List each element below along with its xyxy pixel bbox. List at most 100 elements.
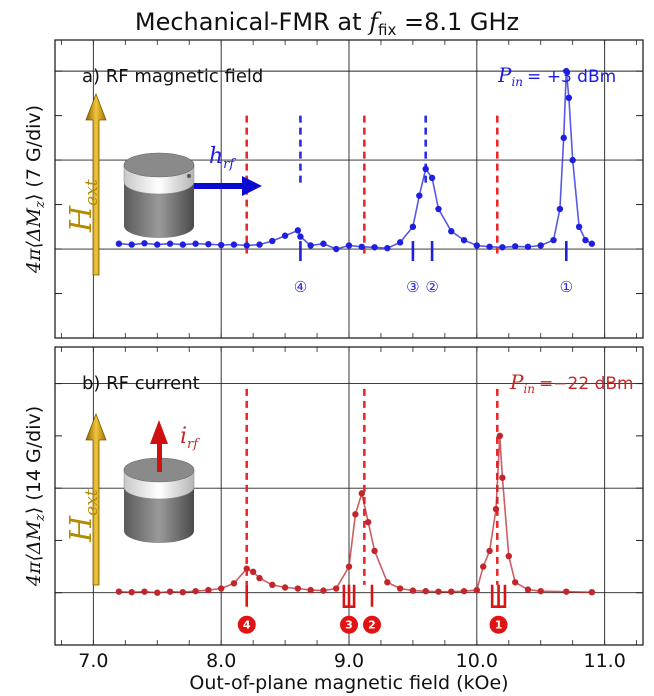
panel-b-data-point <box>231 580 237 586</box>
title-pre: Mechanical-FMR at <box>135 8 369 36</box>
panel-b-data-point <box>538 588 544 594</box>
panel-b-mode-label: 4 <box>243 619 251 632</box>
panel-a-power-value: = +3 dBm <box>527 67 616 87</box>
panel-a-data-point <box>550 237 556 243</box>
panel-a-data-point <box>116 241 122 247</box>
panel-a-data-point <box>589 241 595 247</box>
x-tick-labels: 7.0 8.0 9.0 10.0 11.0 <box>78 650 626 672</box>
panel-a-data-point <box>461 237 467 243</box>
panel-a-data-point <box>486 244 492 250</box>
hrf-arrow-head-icon <box>242 176 262 196</box>
panel-a-data-point <box>320 241 326 247</box>
panel-a-data-point <box>499 244 505 250</box>
panel-a-data-point <box>397 239 403 245</box>
panel-b-data-point <box>474 587 480 593</box>
panel-b-data-point <box>506 553 512 559</box>
panel-a-ylabel-sub: z <box>33 201 48 209</box>
panel-b-data-point <box>499 475 505 481</box>
panel-b-data-point <box>371 548 377 554</box>
panel-a-data-point <box>557 206 563 212</box>
panel-a-data-point <box>218 242 224 248</box>
hext-b-sub: ext <box>82 489 102 516</box>
panel-b-data-point <box>435 588 441 594</box>
panel-a-data-point <box>582 237 588 243</box>
panel-a-ylabel-post: ⟩ (7 G/div) <box>23 105 45 201</box>
panel-b-ylabel-pre: 4π⟨ΔM <box>23 520 45 587</box>
panel-a-mode-label: ② <box>425 278 438 296</box>
panel-b-power-value: =−22 dBm <box>539 374 634 394</box>
panel-b-data-point <box>512 579 518 585</box>
panel-a-data-point <box>569 157 575 163</box>
x-tick-label: 11.0 <box>583 650 625 672</box>
panel-a-data-point <box>410 224 416 230</box>
panel-a-data-point <box>566 95 572 101</box>
panel-a-ylabel: 4π⟨ΔMz⟩ (7 G/div) <box>23 105 48 274</box>
panel-a-label: a) RF magnetic field <box>82 66 263 87</box>
panel-b-power-sub: in <box>523 382 535 396</box>
panel-a-data-point <box>297 233 303 239</box>
chart-title: Mechanical-FMR at ffix =8.1 GHz <box>135 8 519 39</box>
panel-a-data-point <box>244 242 250 248</box>
panel-a-power-var: P <box>497 63 512 87</box>
panel-b-data-point <box>448 588 454 594</box>
hext-a-sub: ext <box>82 179 102 206</box>
panel-a-data-point <box>359 244 365 250</box>
panel-b-data-point <box>244 565 250 571</box>
panel-a-data-point <box>141 240 147 246</box>
panel-a-data-point <box>435 206 441 212</box>
panel-b-data-point <box>346 563 352 569</box>
panel-a-mode-label: ① <box>560 278 573 296</box>
panel-b-ylabel-sub: z <box>33 514 48 522</box>
panel-a-power: Pin = +3 dBm <box>497 63 616 89</box>
x-tick-label: 7.0 <box>78 650 108 672</box>
panel-b-data-point <box>167 588 173 594</box>
panel-b-data-point <box>422 588 428 594</box>
panel-b-data-point <box>525 586 531 592</box>
panel-a-data-point <box>180 241 186 247</box>
panel-a-data-point <box>474 242 480 248</box>
irf-label: irf <box>180 424 200 452</box>
panel-b-data-point <box>486 548 492 554</box>
panel-a-data-point <box>416 192 422 198</box>
panel-a-data-point <box>269 238 275 244</box>
panel-b-ylabel-post: ⟩ (14 G/div) <box>23 406 45 514</box>
panel-b-data-point <box>218 585 224 591</box>
panel-a-data-point <box>256 241 262 247</box>
panel-a-data-point <box>295 227 301 233</box>
panel-b-data-point <box>563 588 569 594</box>
panel-b-data-point <box>384 579 390 585</box>
irf-var: i <box>180 424 187 449</box>
hext-a-var: H <box>64 205 99 233</box>
panel-a-data-point <box>429 175 435 181</box>
hrf-var: h <box>209 144 223 169</box>
panel-a-data-point <box>231 241 237 247</box>
panel-a-data-point <box>282 233 288 239</box>
illustration-rf-current: Hext irf <box>64 414 200 585</box>
panel-b-data-point <box>256 575 262 581</box>
irf-sub: rf <box>187 437 200 452</box>
panel-a-data-point <box>512 243 518 249</box>
irf-arrow-head-icon <box>150 420 168 444</box>
title-post: =8.1 GHz <box>396 8 519 36</box>
panel-b-mode-label: 1 <box>495 619 503 632</box>
panel-a-data-point <box>561 135 567 141</box>
panel-a-power-sub: in <box>511 75 523 89</box>
panel-b-data-point <box>359 490 365 496</box>
x-tick-label: 8.0 <box>206 650 236 672</box>
panel-b-power: Pin =−22 dBm <box>509 370 634 396</box>
x-tick-label: 9.0 <box>334 650 364 672</box>
panel-b-data-point <box>493 506 499 512</box>
panel-a-data-point <box>205 241 211 247</box>
panel-a-data-point <box>307 242 313 248</box>
panel-b-data-point <box>295 585 301 591</box>
panel-b-data-point <box>397 585 403 591</box>
panel-b-data-point <box>365 519 371 525</box>
disk-a-icon <box>124 153 194 238</box>
hext-b-var: H <box>64 515 99 543</box>
panel-b-data-point <box>116 588 122 594</box>
panel-a-mode-label: ④ <box>294 278 307 296</box>
panel-b-ylabel: 4π⟨ΔMz⟩ (14 G/div) <box>23 406 48 587</box>
panel-b-data-point <box>480 563 486 569</box>
panel-b-data-point <box>180 589 186 595</box>
